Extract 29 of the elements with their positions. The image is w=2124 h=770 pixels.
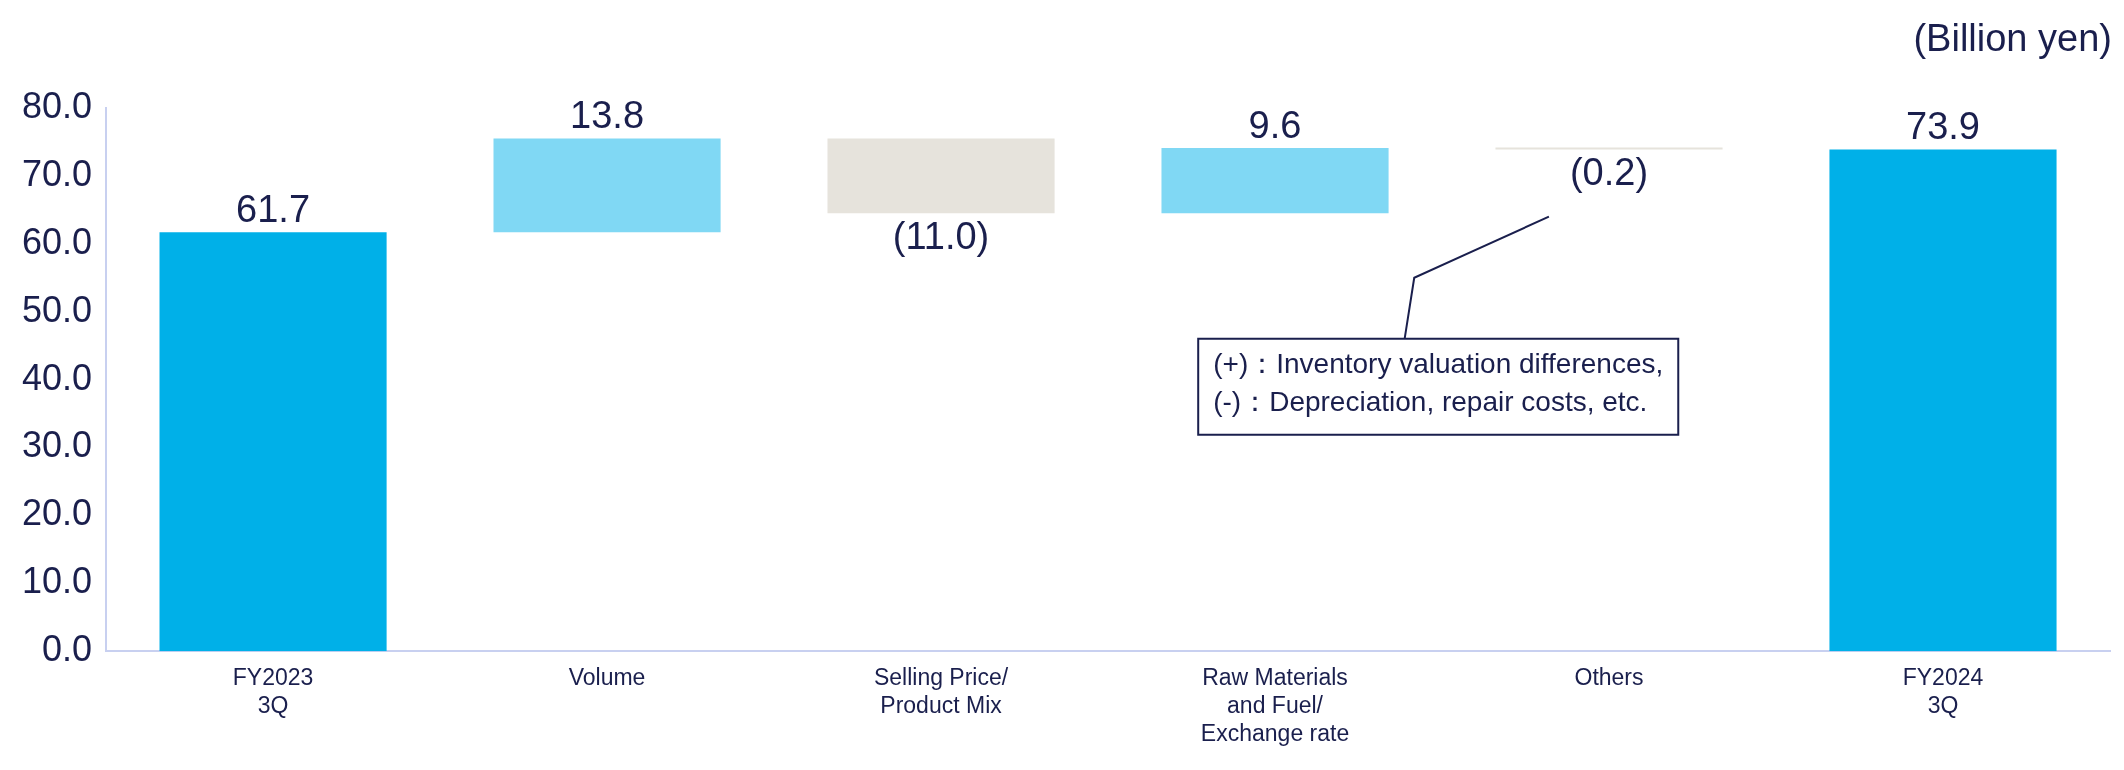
data-label: 9.6	[1248, 103, 1302, 146]
data-label: 13.8	[570, 94, 645, 137]
y-tick-label: 20.0	[21, 492, 93, 534]
bar	[1829, 149, 2057, 652]
y-tick-label: 30.0	[21, 424, 93, 466]
bar	[159, 232, 387, 652]
data-label: 73.9	[1906, 104, 1980, 147]
data-label: (0.2)	[1569, 150, 1649, 193]
data-label: (11.0)	[892, 214, 990, 257]
annotation: (+)：Inventory valuation differences, (-)：Depreciation, repair costs, etc.	[1213, 347, 1664, 417]
y-tick-label: 40.0	[21, 356, 93, 398]
bar	[827, 138, 1055, 214]
bar	[493, 138, 721, 233]
y-tick-label: 10.0	[21, 560, 93, 602]
y-tick-label: 60.0	[21, 220, 93, 262]
y-tick-label: 70.0	[21, 152, 93, 194]
y-tick-label: 0.0	[42, 628, 93, 670]
x-tick-label: FY2023 3Q	[232, 664, 314, 718]
data-label: 61.7	[236, 187, 311, 230]
y-tick-label: 50.0	[21, 288, 93, 330]
x-tick-label: Volume	[568, 664, 646, 691]
bar	[1161, 148, 1389, 214]
x-tick-label: Raw Materials and Fuel/ Exchange rate	[1200, 664, 1350, 746]
x-tick-label: FY2024 3Q	[1902, 664, 1984, 718]
y-tick-label: 80.0	[21, 84, 93, 126]
x-tick-label: Others	[1574, 664, 1644, 691]
x-tick-label: Selling Price/ Product Mix	[873, 664, 1009, 718]
text: (Billion yen)	[1913, 17, 2112, 60]
bar	[1495, 147, 1723, 150]
